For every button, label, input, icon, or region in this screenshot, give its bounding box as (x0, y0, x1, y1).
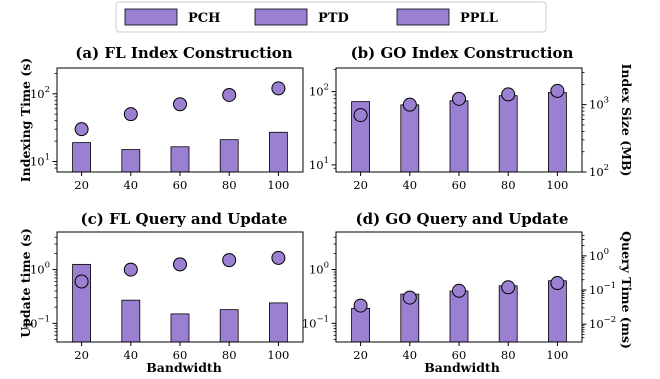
marker-point (501, 280, 516, 295)
y-tick-label: 10−1 (589, 281, 616, 297)
legend-swatch-pch (124, 8, 178, 26)
x-tick-label: 100 (267, 348, 289, 362)
marker-point (222, 87, 237, 102)
x-tick-label: 80 (222, 348, 237, 362)
panel-d: 20 40 60 80 100 10−1 100 10−2 10−1 100 (302, 231, 616, 362)
y-tick-label: 103 (589, 96, 609, 112)
marker-point (222, 253, 237, 268)
marker-point (123, 262, 138, 277)
bar (121, 299, 141, 343)
panel-d-title: (d) GO Query and Update (356, 210, 569, 228)
bar (219, 139, 239, 173)
x-tick-label: 60 (173, 348, 188, 362)
bar (219, 309, 239, 343)
legend-label-pch: PCH (188, 11, 220, 26)
legend: PCH PTD PPLL (115, 1, 547, 33)
bar (121, 149, 141, 173)
panel-c-title: (c) FL Query and Update (81, 210, 288, 228)
marker-point (452, 283, 466, 298)
panel-c: 20 40 60 80 100 10−1 100 (23, 231, 304, 362)
x-tick-label: 100 (546, 348, 568, 362)
x-tick-label: 40 (402, 178, 417, 192)
legend-swatch-ptd (254, 8, 308, 26)
marker-point (353, 108, 368, 123)
x-tick-label: 80 (222, 178, 237, 192)
y-tick-label: 100 (309, 261, 329, 277)
marker-point (550, 276, 565, 291)
x-tick-label: 20 (353, 178, 368, 192)
marker-point (452, 91, 466, 106)
y-tick-label: 100 (30, 261, 50, 277)
y-tick-label: 102 (309, 83, 329, 99)
legend-label-ptd: PTD (318, 11, 349, 26)
marker-point (173, 97, 187, 112)
bar (351, 307, 371, 343)
x-tick-label: 100 (546, 178, 568, 192)
panel-d-xlabel: Bandwidth (424, 360, 500, 375)
marker-point (402, 97, 417, 112)
y-tick-label: 100 (589, 247, 609, 263)
panel-d-y2label: Query Time (ms) (619, 231, 634, 349)
x-tick-label: 20 (74, 348, 89, 362)
x-tick-label: 80 (501, 348, 516, 362)
x-tick-label: 40 (402, 348, 417, 362)
x-tick-label: 60 (452, 348, 467, 362)
marker-point (74, 274, 89, 289)
panel-a-title: (a) FL Index Construction (75, 44, 292, 62)
bar (72, 142, 91, 173)
y-tick-label: 10−1 (23, 314, 50, 330)
marker-point (271, 81, 286, 96)
x-tick-label: 80 (501, 178, 516, 192)
bar (268, 131, 288, 173)
y-tick-label: 102 (30, 85, 50, 101)
bar (170, 313, 190, 343)
panel-b-y2label: Index Size (MB) (619, 64, 634, 177)
x-tick-label: 60 (173, 178, 188, 192)
bar (400, 104, 420, 173)
marker-point (353, 298, 368, 313)
panel-a: 20 40 60 80 100 101 102 (30, 67, 304, 192)
marker-point (74, 122, 89, 137)
y-tick-label: 10−2 (589, 315, 616, 331)
x-tick-label: 100 (267, 178, 289, 192)
bar (449, 290, 469, 343)
marker-point (173, 257, 187, 272)
bar (548, 92, 567, 173)
y-tick-label: 102 (589, 163, 609, 179)
legend-label-ppll: PPLL (460, 11, 498, 26)
bar (498, 95, 518, 173)
marker-point (271, 250, 286, 265)
legend-swatch-ppll (396, 8, 450, 26)
marker-point (550, 83, 565, 98)
panel-c-xlabel: Bandwidth (146, 360, 222, 375)
bar (170, 146, 190, 173)
bar (268, 302, 288, 343)
panel-b-title: (b) GO Index Construction (351, 44, 574, 62)
x-tick-label: 20 (74, 178, 89, 192)
panel-c-ylabel: Update time (s) (18, 228, 33, 337)
bar (449, 100, 469, 173)
panel-b: 20 40 60 80 100 101 102 102 103 (309, 67, 609, 192)
marker-point (501, 87, 516, 102)
y-tick-label: 101 (309, 156, 329, 172)
marker-point (123, 107, 138, 122)
x-tick-label: 20 (353, 348, 368, 362)
marker-point (402, 290, 417, 305)
x-tick-label: 40 (123, 348, 138, 362)
y-tick-label: 10−1 (302, 314, 329, 330)
x-tick-label: 60 (452, 178, 467, 192)
x-tick-label: 40 (123, 178, 138, 192)
panel-a-ylabel: Indexing Time (s) (18, 58, 33, 182)
y-tick-label: 101 (30, 153, 50, 169)
